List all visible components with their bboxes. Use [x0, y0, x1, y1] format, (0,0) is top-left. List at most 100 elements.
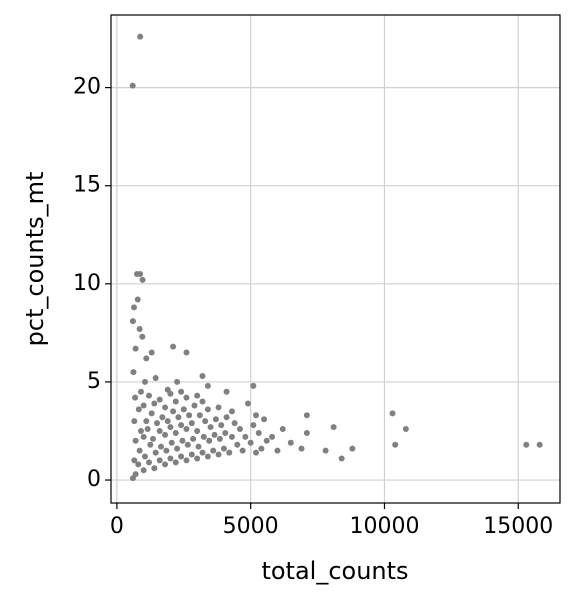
- point: [172, 459, 179, 466]
- point: [156, 457, 163, 464]
- point: [183, 394, 190, 401]
- point: [143, 418, 150, 425]
- point: [207, 424, 214, 431]
- point: [212, 416, 219, 423]
- point: [402, 426, 409, 433]
- point: [129, 82, 136, 89]
- y-axis-label: pct_counts_mt: [21, 172, 49, 347]
- point: [218, 422, 225, 429]
- point: [215, 404, 222, 411]
- point: [191, 402, 198, 409]
- point: [226, 449, 233, 456]
- point: [223, 388, 230, 395]
- point: [194, 427, 201, 434]
- point: [188, 451, 195, 458]
- point: [167, 390, 174, 397]
- point: [170, 408, 177, 415]
- point: [183, 426, 190, 433]
- point: [250, 422, 257, 429]
- point: [236, 426, 243, 433]
- point: [195, 443, 202, 450]
- x-tick-label: 10000: [349, 514, 419, 539]
- point: [135, 406, 142, 413]
- point: [129, 318, 136, 325]
- point: [134, 296, 141, 303]
- point: [174, 378, 181, 385]
- point: [143, 355, 150, 362]
- point: [210, 447, 217, 454]
- point: [140, 467, 147, 474]
- point: [253, 412, 260, 419]
- point: [178, 388, 185, 395]
- point: [204, 382, 211, 389]
- point: [199, 373, 206, 380]
- point: [274, 447, 281, 454]
- point: [167, 424, 174, 431]
- point: [202, 418, 209, 425]
- point: [204, 406, 211, 413]
- point: [338, 455, 345, 462]
- point: [183, 349, 190, 356]
- point: [258, 445, 265, 452]
- point: [148, 410, 155, 417]
- point: [135, 461, 142, 468]
- point: [183, 457, 190, 464]
- point: [253, 449, 260, 456]
- point: [245, 400, 252, 407]
- point: [158, 443, 165, 450]
- point: [228, 433, 235, 440]
- point: [234, 441, 241, 448]
- point: [136, 447, 143, 454]
- point: [137, 427, 144, 434]
- point: [242, 433, 249, 440]
- y-tick-label: 20: [73, 75, 101, 100]
- point: [144, 426, 151, 433]
- point: [162, 461, 169, 468]
- point: [178, 453, 185, 460]
- point: [178, 422, 185, 429]
- point: [147, 441, 154, 448]
- point: [180, 406, 187, 413]
- point: [223, 414, 230, 421]
- point: [287, 439, 294, 446]
- point: [132, 471, 139, 478]
- point: [156, 427, 163, 434]
- point: [269, 433, 276, 440]
- point: [162, 404, 169, 411]
- point: [523, 441, 530, 448]
- point: [148, 349, 155, 356]
- x-axis-label: total_counts: [261, 557, 408, 585]
- point: [163, 447, 170, 454]
- point: [175, 414, 182, 421]
- point: [190, 435, 197, 442]
- point: [186, 412, 193, 419]
- point: [184, 441, 191, 448]
- point: [247, 439, 254, 446]
- point: [231, 420, 238, 427]
- point: [152, 375, 159, 382]
- point: [141, 378, 148, 385]
- point: [536, 441, 543, 448]
- point: [211, 431, 218, 438]
- point: [132, 345, 139, 352]
- point: [137, 33, 144, 40]
- point: [140, 433, 147, 440]
- point: [349, 445, 356, 452]
- point: [204, 453, 211, 460]
- point: [164, 418, 171, 425]
- x-tick-label: 5000: [223, 514, 279, 539]
- point: [263, 437, 270, 444]
- point: [156, 396, 163, 403]
- point: [179, 437, 186, 444]
- point: [132, 394, 139, 401]
- point: [199, 449, 206, 456]
- point: [152, 449, 159, 456]
- point: [174, 445, 181, 452]
- point: [131, 304, 138, 311]
- plot-frame: [110, 14, 561, 504]
- point: [145, 459, 152, 466]
- point: [222, 429, 229, 436]
- point: [162, 431, 169, 438]
